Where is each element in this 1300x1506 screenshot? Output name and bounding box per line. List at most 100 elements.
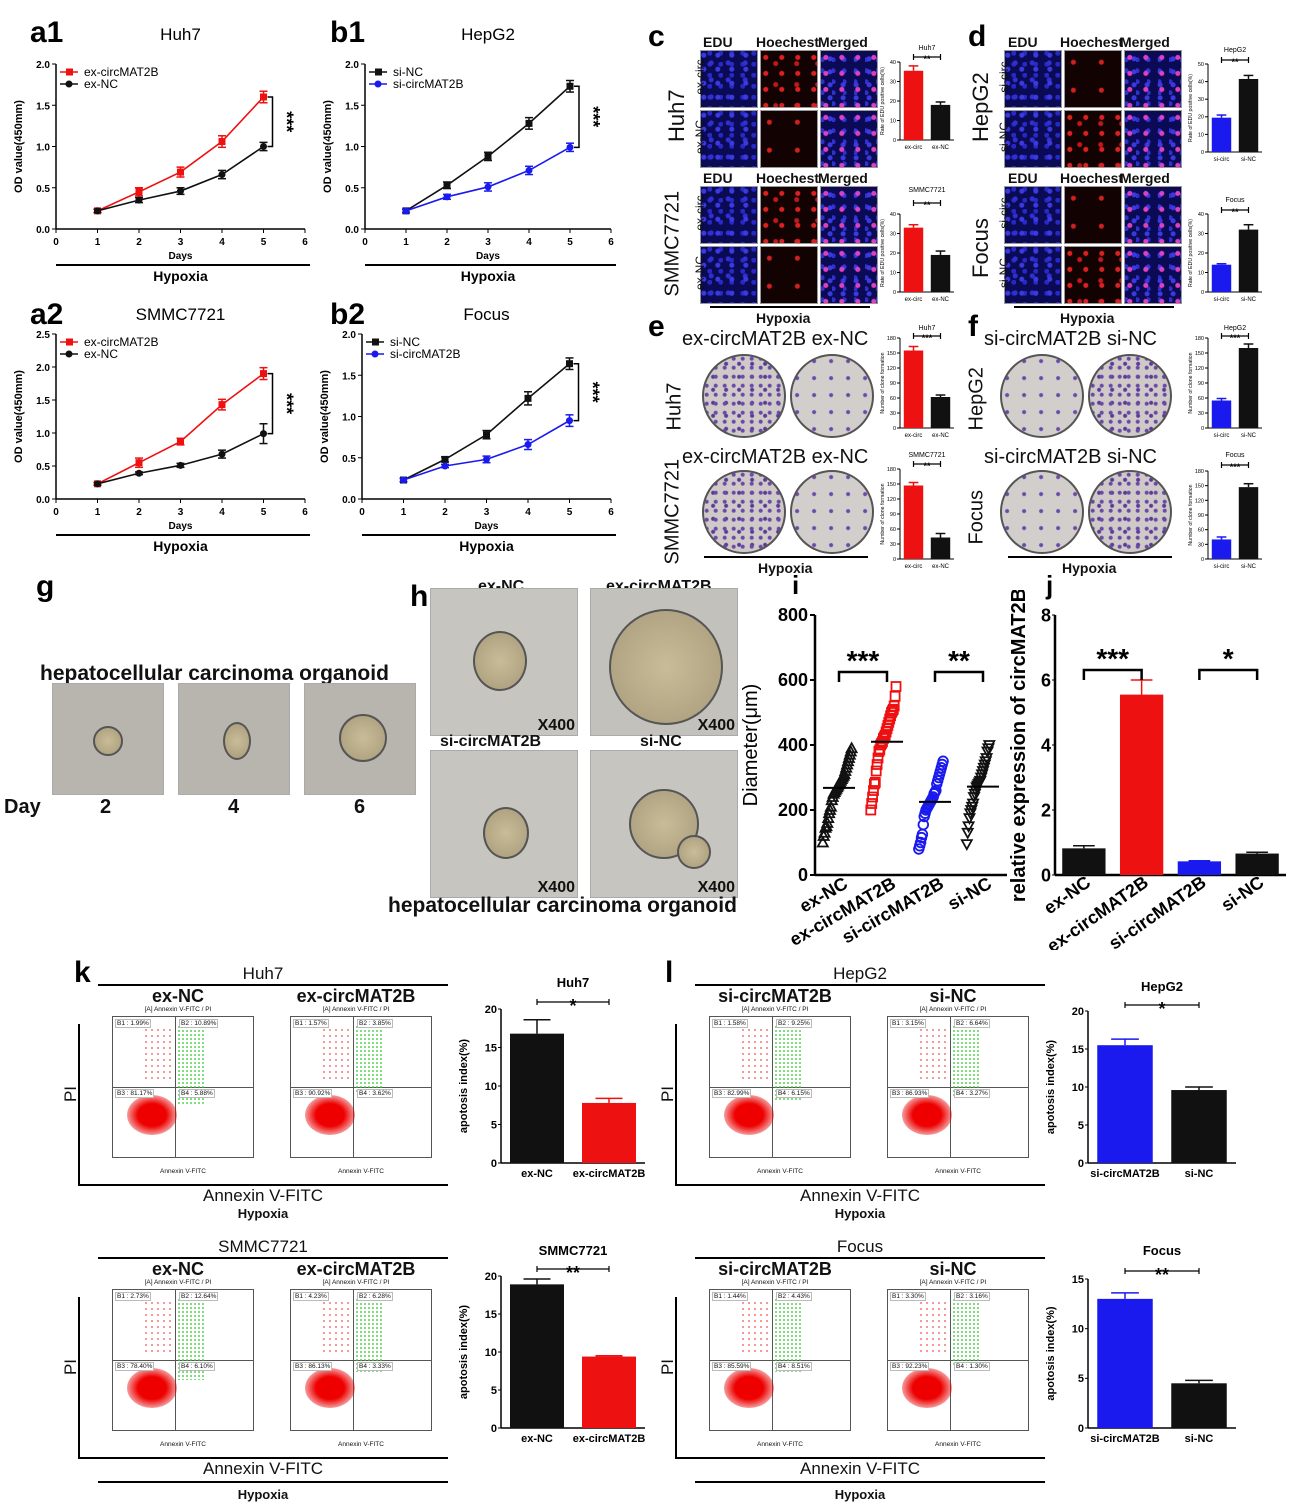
y-tick-label: 0: [1078, 1158, 1084, 1170]
x-axis-line: [675, 1184, 1045, 1186]
y-tick-label: 0.5: [36, 184, 50, 195]
quadrant-b2-label: B2 : 3.85%: [357, 1019, 393, 1028]
category-label: ex-NC: [932, 433, 950, 439]
day-value: 6: [354, 796, 366, 818]
significance-label: ***: [277, 393, 297, 414]
apoptotic-cell-cluster: [952, 1298, 980, 1366]
category-label: si-NC: [1185, 1433, 1214, 1445]
hoechst-image: [760, 110, 818, 168]
quadrant-b3-label: B3 : 78.40%: [115, 1362, 155, 1371]
flow-plot-title: [A] Annexin V-FITC / PI: [919, 1279, 987, 1286]
hypoxia-label: Hypoxia: [834, 1206, 886, 1221]
significance-bracket: [267, 372, 274, 435]
bar-1: [1171, 1383, 1227, 1428]
group-label: si-NC: [997, 258, 1011, 288]
y-tick-label: 1.5: [36, 101, 50, 112]
y-tick-label: 15: [1072, 1044, 1084, 1056]
x-tick-label: 0: [359, 507, 365, 518]
significance-label: ***: [583, 106, 603, 127]
flow-scatter-plot: B1 : 1.58% B2 : 9.25% B3 : 82.99% B4 : 6…: [709, 1016, 851, 1158]
data-point: [483, 431, 490, 439]
organoid-image-ex-circmat2b: X400: [590, 588, 738, 736]
y-tick-label: 90: [1198, 513, 1204, 519]
channel-label: EDU: [703, 170, 733, 186]
category-label: si-circMAT2B: [1105, 872, 1210, 950]
x-tick-label: 6: [608, 507, 614, 518]
organoid-image-day6: [304, 683, 416, 795]
category-label: ex-NC: [521, 1168, 553, 1180]
quadrant-b2-label: B2 : 6.28%: [357, 1292, 393, 1301]
data-point: [524, 394, 532, 402]
category-label: ex-NC: [932, 564, 950, 570]
edu-image: [1004, 186, 1062, 244]
x-axis-label: Days: [475, 521, 499, 532]
category-label: si-NC: [1241, 157, 1257, 163]
y-tick-label: 40: [1198, 212, 1204, 218]
flow-group-label: si-circMAT2B: [718, 1259, 832, 1279]
flow-scatter-plot: B1 : 2.73% B2 : 12.64% B3 : 78.40% B4 : …: [112, 1289, 254, 1431]
category-label: si-circ: [1214, 564, 1230, 570]
y-tick-label: 15: [485, 1309, 497, 1321]
hoechst-image: [1064, 110, 1122, 168]
data-point: [816, 835, 830, 848]
panel-label-i: i: [792, 570, 800, 600]
panel-label-c: c: [648, 20, 665, 53]
hypoxia-bar: [704, 556, 868, 558]
bar-1: [582, 1102, 636, 1163]
hypoxia-bar: [1008, 556, 1172, 558]
x-tick-label: 2: [442, 507, 448, 518]
data-point: [400, 476, 407, 484]
necrotic-cell-cluster: [740, 1027, 770, 1082]
flow-plot-title: [A] Annexin V-FITC / PI: [919, 1006, 987, 1013]
necrotic-cell-cluster: [740, 1300, 770, 1355]
quadrant-b4-label: B4 : 1.30%: [954, 1362, 990, 1371]
data-point: [887, 703, 899, 715]
y-tick-label: 5: [1078, 1373, 1084, 1385]
hypoxia-label: Hypoxia: [756, 310, 811, 326]
panel-d-images: EDU Hoechest Merged HepG2 si-circ si-NC …: [968, 30, 1198, 326]
hypoxia-bar: [1014, 306, 1174, 308]
hypoxia-bar: [695, 1481, 1045, 1483]
category-label: si-NC: [1241, 564, 1257, 570]
bar-chart-k2: 0 5 10 15 20 apotosis index(%) ex-NC ex-circMAT…: [458, 1243, 645, 1445]
edu-image: [1004, 50, 1062, 108]
hypoxia-label: Hypoxia: [237, 1487, 289, 1502]
significance-label: ***: [1230, 462, 1241, 472]
flow-scatter-plot: B1 : 1.99% B2 : 10.89% B3 : 81.17% B4 : …: [112, 1016, 254, 1158]
y-tick-label: 0: [1041, 865, 1051, 885]
bar-1: [582, 1356, 636, 1428]
colony-dish: [1088, 470, 1172, 554]
hypoxia-label: Hypoxia: [237, 1206, 289, 1221]
group-label-2: ex-NC: [811, 328, 869, 350]
x-tick-label: 6: [608, 237, 614, 248]
y-tick-label: 1.0: [36, 429, 50, 440]
chart-title: Huh7: [557, 975, 590, 990]
x-tick-label: 4: [219, 507, 225, 518]
hoechst-image: [760, 186, 818, 244]
necrotic-cell-cluster: [321, 1300, 351, 1355]
bar-chart-l2: 0 5 10 15 apotosis index(%) si-circMAT2B si-NC…: [1045, 1243, 1236, 1445]
significance-bracket: [933, 670, 985, 682]
hypoxia-label: Hypoxia: [461, 268, 516, 284]
quadrant-b1-label: B1 : 1.58%: [712, 1019, 748, 1028]
quadrant-b1-label: B1 : 3.30%: [890, 1292, 926, 1301]
flow-block-smmc7721: SMMC7721 PI Annexin V-FITC ex-NC [A] Ann…: [61, 1237, 448, 1502]
organoid-image-ex-nc: X400: [430, 588, 578, 736]
x-tick-label: 3: [178, 237, 184, 248]
panel-label-g: g: [36, 570, 55, 603]
edu-image: [700, 246, 758, 304]
organoid-footer: hepatocellular carcinoma organoid: [388, 894, 737, 917]
hypoxia-label: Hypoxia: [1062, 560, 1117, 576]
flow-plot-title: [A] Annexin V-FITC / PI: [741, 1006, 809, 1013]
data-point: [443, 181, 451, 189]
group-label-1: ex-circMAT2B: [682, 446, 807, 468]
data-point: [483, 455, 490, 463]
bar-chart-f1: 0 30 60 90 120 150 180 Number of clone formatio…: [1188, 325, 1262, 439]
data-point: [525, 119, 533, 127]
scatter-chart-i: 0200400600800Diameter(μm)ex-NCex-circMAT…: [740, 605, 1007, 950]
y-tick-label: 0: [893, 557, 896, 563]
y-tick-label: 0: [1201, 290, 1204, 296]
y-axis-label: Number of clone formation: [880, 352, 886, 413]
group-label: ex-circMAT2B ex-NC: [682, 328, 868, 351]
y-axis-line: [78, 1297, 80, 1457]
